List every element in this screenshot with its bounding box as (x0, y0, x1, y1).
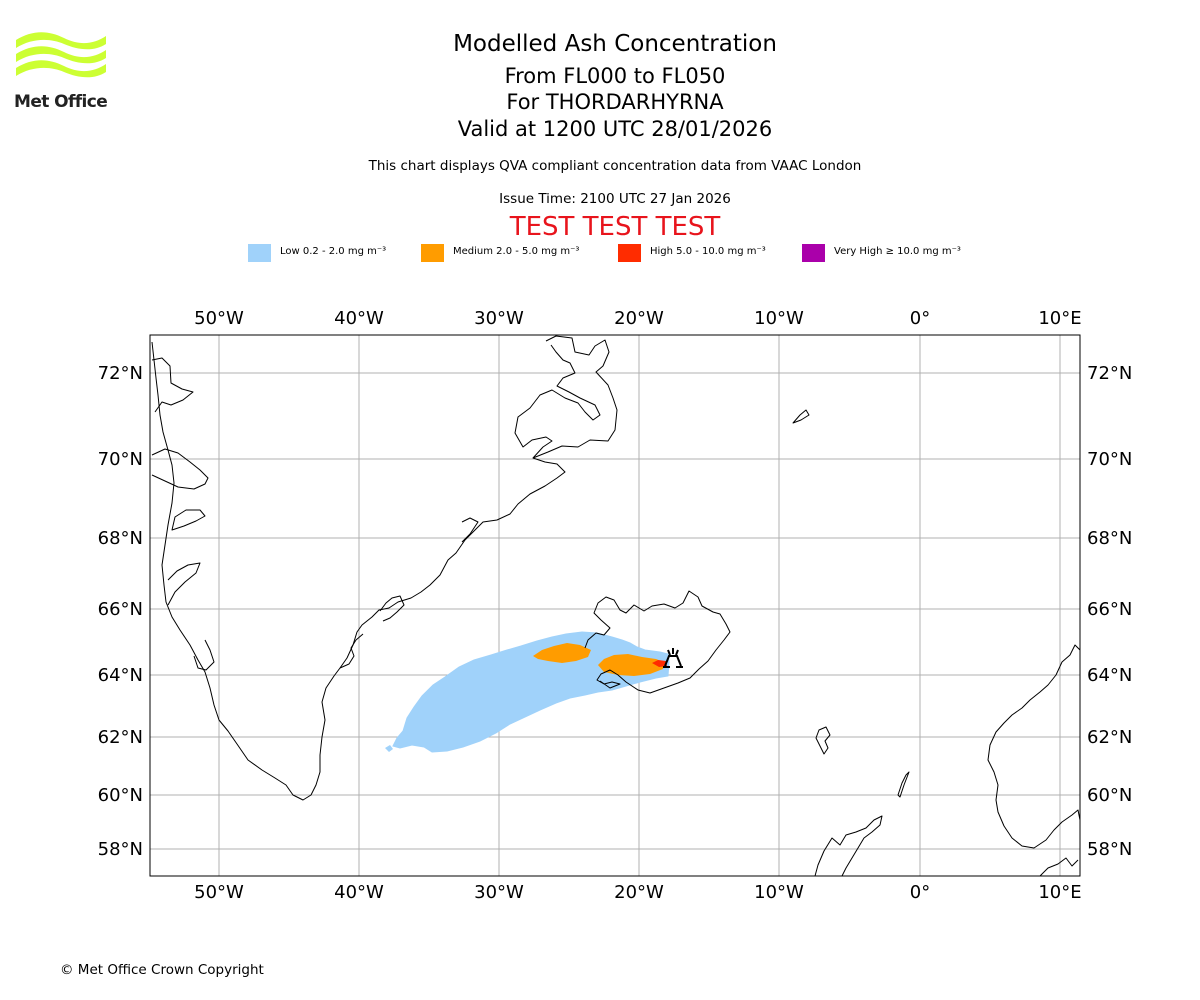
legend-label-very-high: Very High ≥ 10.0 mg m⁻³ (834, 246, 961, 257)
lat-label-left: 58°N (98, 839, 143, 860)
greenland-fjord-5 (339, 633, 364, 669)
norway-coast (987, 644, 1080, 849)
legend-label-low: Low 0.2 - 2.0 mg m⁻³ (280, 246, 387, 257)
greenland-fjord-6 (379, 595, 405, 622)
lat-labels-right: 72°N 70°N 68°N 66°N 64°N 62°N 60°N 58°N (1087, 363, 1132, 860)
volcano-icon (663, 648, 683, 668)
ash-plume-medium-west (533, 643, 591, 663)
coastlines (151, 335, 1080, 876)
lat-label-left: 62°N (98, 727, 143, 748)
test-banner: TEST TEST TEST (509, 212, 721, 242)
map-frame (149, 334, 1081, 877)
greenland-fjord-1 (151, 357, 194, 413)
lon-label-bottom: 10°E (1038, 882, 1081, 903)
lon-label-bottom: 50°W (194, 882, 244, 903)
greenland-fjord-2 (151, 448, 209, 490)
lon-label-top: 20°W (614, 308, 664, 329)
lon-label-top: 10°W (754, 308, 804, 329)
lat-label-right: 70°N (1087, 449, 1132, 470)
lat-label-right: 60°N (1087, 785, 1132, 806)
lat-labels-left: 72°N 70°N 68°N 66°N 64°N 62°N 60°N 58°N (98, 363, 143, 860)
flight-level-range: From FL000 to FL050 (504, 64, 726, 88)
lat-label-right: 68°N (1087, 528, 1132, 549)
legend-label-medium: Medium 2.0 - 5.0 mg m⁻³ (453, 246, 580, 257)
lon-labels-top: 50°W 40°W 30°W 20°W 10°W 0° 10°E (194, 308, 1081, 329)
lon-label-top: 0° (910, 308, 930, 329)
issue-time: Issue Time: 2100 UTC 27 Jan 2026 (499, 191, 731, 207)
lon-label-bottom: 30°W (474, 882, 524, 903)
greenland-fjord-7 (461, 517, 479, 543)
legend-swatch-low (248, 244, 271, 262)
greenland-fjord-3 (171, 509, 206, 531)
ash-plume-low-fragment (385, 745, 393, 752)
met-office-wordmark: Met Office (14, 92, 108, 112)
sweden-coast (1039, 857, 1079, 876)
lon-label-bottom: 10°W (754, 882, 804, 903)
lat-label-left: 68°N (98, 528, 143, 549)
lon-label-top: 40°W (334, 308, 384, 329)
lon-label-bottom: 40°W (334, 882, 384, 903)
iceland-coast (584, 590, 731, 694)
ash-plume-low (392, 631, 670, 753)
compliance-note: This chart displays QVA compliant concen… (368, 158, 862, 174)
graticule (150, 335, 1080, 876)
lat-label-left: 70°N (98, 449, 143, 470)
legend-label-high: High 5.0 - 10.0 mg m⁻³ (650, 246, 766, 257)
lat-label-left: 72°N (98, 363, 143, 384)
legend-swatch-high (618, 244, 641, 262)
met-office-waves-icon (16, 32, 106, 78)
lat-label-right: 62°N (1087, 727, 1132, 748)
lon-label-bottom: 20°W (614, 882, 664, 903)
greenland-fjord-4 (167, 562, 201, 606)
lon-labels-bottom: 50°W 40°W 30°W 20°W 10°W 0° 10°E (194, 882, 1081, 903)
lat-label-left: 66°N (98, 599, 143, 620)
lat-label-right: 64°N (1087, 665, 1132, 686)
scotland-coast (814, 815, 883, 876)
valid-time: Valid at 1200 UTC 28/01/2026 (457, 117, 773, 141)
lon-label-top: 50°W (194, 308, 244, 329)
chart-title: Modelled Ash Concentration (453, 31, 777, 57)
copyright-notice: © Met Office Crown Copyright (60, 962, 264, 978)
lat-label-left: 64°N (98, 665, 143, 686)
volcano-name: For THORDARHYRNA (506, 90, 724, 114)
lon-label-top: 10°E (1038, 308, 1081, 329)
faroe-islands (815, 726, 831, 755)
greenland-fjord-8 (193, 639, 215, 671)
lat-label-right: 72°N (1087, 363, 1132, 384)
shetland-islands (897, 771, 910, 798)
ash-plume-high (652, 660, 667, 667)
lat-label-left: 60°N (98, 785, 143, 806)
legend-swatch-medium (421, 244, 444, 262)
greenland-east-coast (514, 335, 618, 459)
lon-label-top: 30°W (474, 308, 524, 329)
lon-label-bottom: 0° (910, 882, 930, 903)
greenland-southeast-coast (151, 341, 566, 801)
ash-plume-medium-east (598, 654, 664, 676)
jan-mayen (792, 409, 810, 424)
map-content (150, 335, 1080, 876)
lat-label-right: 66°N (1087, 599, 1132, 620)
lat-label-right: 58°N (1087, 839, 1132, 860)
legend-swatch-very-high (802, 244, 825, 262)
